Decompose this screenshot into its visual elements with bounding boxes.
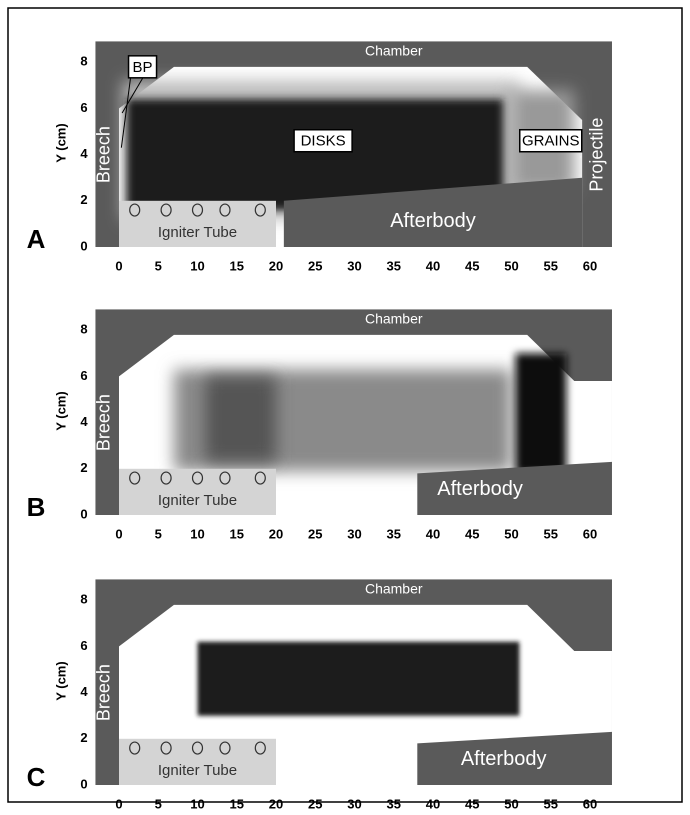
x-tick-label: 30 [347,526,361,541]
x-tick-label: 0 [115,796,122,810]
grains-label: GRAINS [522,133,580,150]
afterbody-label: Afterbody [390,210,476,232]
y-tick-label: 4 [80,146,88,161]
y-tick-label: 2 [80,730,87,745]
disks-label: DISKS [301,133,346,150]
x-tick-label: 5 [155,526,162,541]
x-tick-label: 25 [308,258,322,273]
y-tick-label: 0 [80,238,87,253]
igniter-label: Igniter Tube [158,492,237,509]
x-tick-label: 60 [583,796,597,810]
x-tick-label: 40 [426,526,440,541]
x-tick-label: 40 [426,258,440,273]
x-tick-label: 40 [426,796,440,810]
x-tick-label: 50 [504,258,518,273]
x-tick-label: 10 [190,258,204,273]
y-tick-label: 2 [80,460,87,475]
x-tick-label: 30 [347,796,361,810]
x-tick-label: 15 [230,796,244,810]
x-tick-label: 30 [347,258,361,273]
x-tick-label: 45 [465,796,479,810]
y-axis-label: Y (cm) [53,661,68,701]
afterbody-label: Afterbody [461,748,547,770]
x-tick-label: 55 [544,258,558,273]
y-tick-label: 8 [80,592,87,607]
figure: Chamber Breech Igniter Tube Afterbody BP DISK… [0,0,690,810]
x-tick-label: 5 [155,258,162,273]
panel: Chamber Breech Igniter Tube Afterbody [94,579,612,785]
x-tick-label: 10 [190,796,204,810]
x-tick-label: 0 [115,258,122,273]
x-tick-label: 20 [269,796,283,810]
disks-region [198,642,520,716]
chamber-label: Chamber [365,311,423,327]
chamber-label: Chamber [365,43,423,59]
y-tick-label: 6 [80,100,87,115]
y-tick-label: 6 [80,368,87,383]
afterbody-label: Afterbody [437,478,523,500]
y-tick-label: 2 [80,192,87,207]
panel-letter: A [27,224,46,254]
x-tick-label: 20 [269,526,283,541]
x-tick-label: 45 [465,526,479,541]
x-tick-label: 50 [504,796,518,810]
bp-label: BP [133,59,153,76]
x-tick-label: 35 [387,796,401,810]
panel-letter: B [27,492,46,522]
projectile-label: Projectile [587,118,607,192]
chamber-label: Chamber [365,581,423,597]
y-tick-label: 6 [80,638,87,653]
x-tick-label: 55 [544,526,558,541]
y-axis-label: Y (cm) [53,123,68,163]
x-tick-label: 45 [465,258,479,273]
breech-label: Breech [94,394,114,451]
x-tick-label: 50 [504,526,518,541]
gas-dense [205,376,276,461]
x-tick-label: 60 [583,258,597,273]
x-tick-label: 25 [308,526,322,541]
y-tick-label: 4 [80,414,88,429]
x-tick-label: 35 [387,526,401,541]
x-tick-label: 5 [155,796,162,810]
y-tick-label: 8 [80,322,87,337]
x-tick-label: 0 [115,526,122,541]
x-tick-label: 15 [230,258,244,273]
y-tick-label: 0 [80,776,87,791]
x-tick-label: 60 [583,526,597,541]
panel: Chamber Breech Igniter Tube Afterbody [94,309,612,515]
panel: Chamber Breech Igniter Tube Afterbody BP DISK… [94,41,612,247]
x-tick-label: 35 [387,258,401,273]
x-tick-label: 25 [308,796,322,810]
y-axis-label: Y (cm) [53,391,68,431]
x-tick-label: 10 [190,526,204,541]
breech-label: Breech [94,664,114,721]
y-tick-label: 0 [80,506,87,521]
x-tick-label: 55 [544,796,558,810]
x-tick-label: 20 [269,258,283,273]
x-tick-label: 15 [230,526,244,541]
panel-letter: C [27,762,46,792]
breech-label: Breech [94,126,114,183]
y-tick-label: 4 [80,684,88,699]
igniter-label: Igniter Tube [158,762,237,779]
igniter-label: Igniter Tube [158,224,237,241]
y-tick-label: 8 [80,54,87,69]
gas-dense [515,353,566,473]
